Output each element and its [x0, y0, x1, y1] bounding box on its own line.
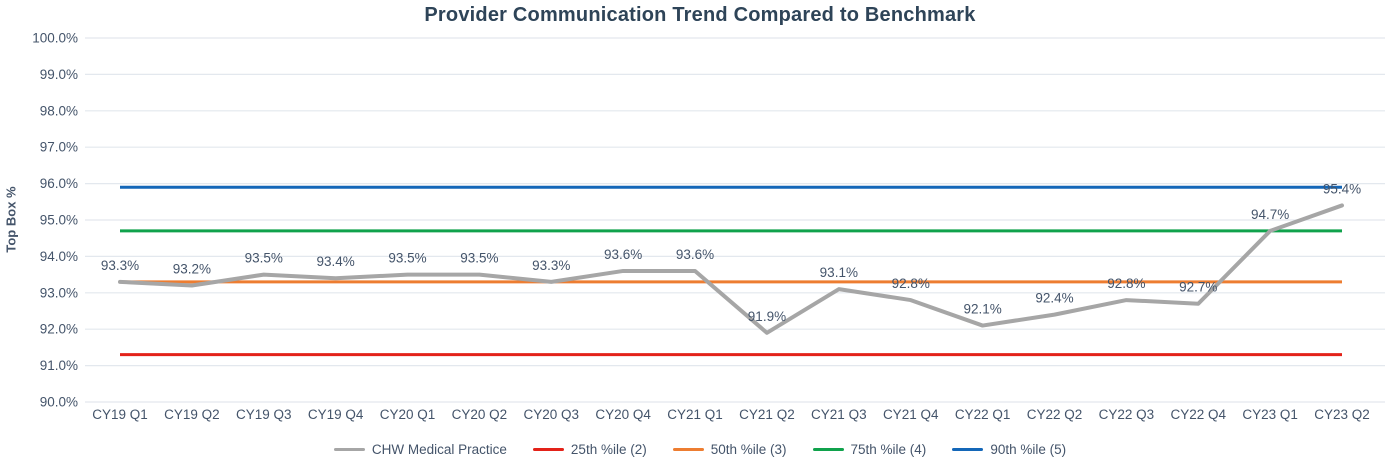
data-label: 93.6% [604, 247, 642, 262]
data-label: 92.8% [892, 276, 930, 291]
legend-swatch [532, 447, 564, 452]
x-tick-label: CY22 Q4 [1170, 407, 1226, 422]
legend-item: 50th %ile (3) [672, 442, 787, 457]
y-tick-label: 91.0% [40, 358, 78, 373]
legend-swatch [672, 447, 704, 452]
x-tick-label: CY19 Q4 [308, 407, 364, 422]
legend-item: CHW Medical Practice [333, 442, 507, 457]
x-tick-label: CY23 Q2 [1314, 407, 1370, 422]
x-tick-label: CY20 Q1 [380, 407, 436, 422]
data-label: 93.6% [676, 247, 714, 262]
data-label: 94.7% [1251, 207, 1289, 222]
y-tick-label: 90.0% [40, 395, 78, 410]
data-label: 92.7% [1179, 280, 1217, 295]
data-label: 93.5% [460, 251, 498, 266]
x-tick-label: CY21 Q4 [883, 407, 939, 422]
chart-legend: CHW Medical Practice 25th %ile (2) 50th %i… [0, 442, 1400, 457]
x-tick-label: CY19 Q1 [92, 407, 148, 422]
x-tick-label: CY19 Q2 [164, 407, 220, 422]
legend-swatch [333, 447, 365, 452]
legend-item: 90th %ile (5) [952, 442, 1066, 457]
y-tick-label: 96.0% [40, 176, 78, 191]
legend-label: 50th %ile (3) [710, 442, 787, 457]
x-tick-label: CY21 Q1 [667, 407, 723, 422]
legend-label: 90th %ile (5) [990, 442, 1067, 457]
y-tick-label: 94.0% [40, 249, 78, 264]
x-tick-label: CY23 Q1 [1242, 407, 1298, 422]
legend-swatch [812, 447, 844, 452]
data-label: 93.5% [388, 251, 426, 266]
x-tick-label: CY20 Q2 [452, 407, 508, 422]
y-tick-label: 100.0% [32, 31, 78, 46]
data-label: 92.4% [1035, 291, 1073, 306]
x-tick-label: CY20 Q4 [595, 407, 651, 422]
legend-label: CHW Medical Practice [371, 442, 507, 457]
data-label: 93.3% [532, 258, 570, 273]
legend-label: 75th %ile (4) [850, 442, 927, 457]
y-tick-label: 92.0% [40, 322, 78, 337]
x-tick-label: CY20 Q3 [524, 407, 580, 422]
y-tick-label: 98.0% [40, 103, 78, 118]
data-label: 93.1% [820, 265, 858, 280]
legend-item: 25th %ile (2) [532, 442, 647, 457]
x-tick-label: CY19 Q3 [236, 407, 292, 422]
x-tick-label: CY22 Q1 [955, 407, 1011, 422]
chw-series-line [118, 203, 1344, 335]
y-tick-label: 93.0% [40, 285, 78, 300]
data-label: 93.5% [245, 251, 283, 266]
x-tick-label: CY21 Q3 [811, 407, 867, 422]
legend-item: 75th %ile (4) [812, 442, 927, 457]
x-tick-label: CY22 Q2 [1027, 407, 1083, 422]
data-label: 92.8% [1107, 276, 1145, 291]
data-label: 93.4% [317, 254, 355, 269]
data-label: 91.9% [748, 309, 786, 324]
y-tick-label: 99.0% [40, 67, 78, 82]
x-tick-label: CY21 Q2 [739, 407, 795, 422]
x-tick-label: CY22 Q3 [1099, 407, 1155, 422]
legend-swatch [952, 447, 984, 452]
data-label: 92.1% [963, 302, 1001, 317]
y-tick-label: 95.0% [40, 213, 78, 228]
y-tick-label: 97.0% [40, 140, 78, 155]
data-label: 93.3% [101, 258, 139, 273]
chart-title: Provider Communication Trend Compared to… [424, 4, 976, 26]
data-label: 93.2% [173, 262, 211, 277]
data-label: 95.4% [1323, 181, 1361, 196]
legend-label: 25th %ile (2) [570, 442, 647, 457]
